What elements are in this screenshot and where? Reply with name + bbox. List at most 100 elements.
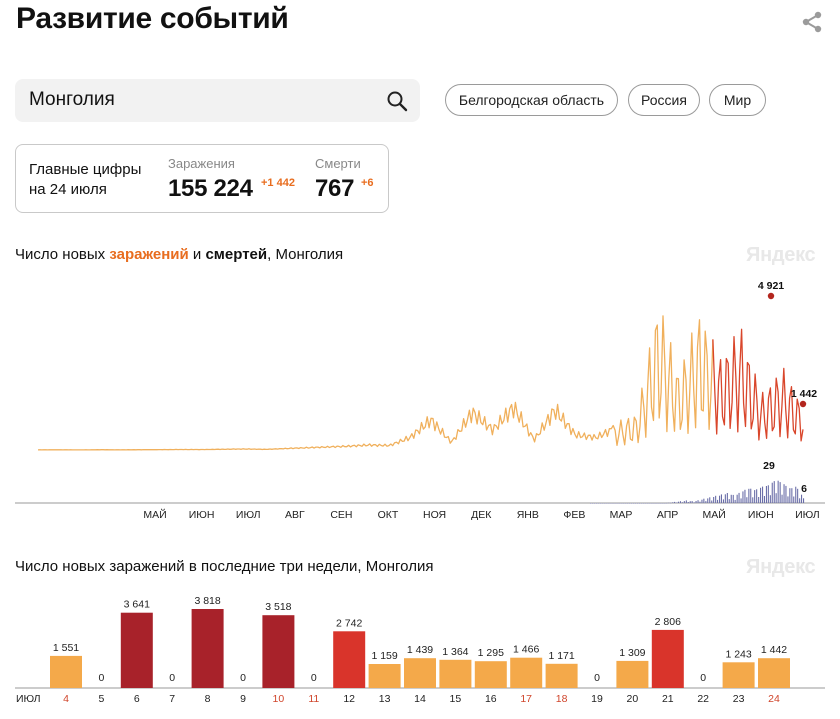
deaths-label: Смерти (315, 156, 361, 171)
death-bar (640, 503, 642, 504)
peak-infections-label: 4 921 (758, 280, 784, 292)
bar-value-label: 0 (169, 672, 175, 684)
main-figures-card: Главные цифры на 24 июля Заражения 155 2… (15, 144, 389, 213)
bar-value-label: 0 (700, 672, 706, 684)
death-bar (699, 501, 701, 503)
death-bar (607, 503, 609, 504)
death-bar (670, 502, 672, 504)
month-tick-label: НОЯ (423, 509, 446, 521)
death-bar (611, 503, 613, 504)
chart1-title: Число новых заражений и смертей, Монголи… (15, 246, 343, 263)
region-chip-russia[interactable]: Россия (628, 84, 700, 116)
day-tick-label: 15 (450, 693, 462, 705)
death-bar (736, 494, 738, 503)
death-bar (793, 496, 795, 503)
day-tick-label: 16 (485, 693, 497, 705)
main-figures-date: на 24 июля (29, 181, 107, 198)
bar (722, 662, 755, 688)
bar-value-label: 0 (311, 672, 317, 684)
death-bar (732, 494, 734, 503)
bar-value-label: 1 364 (442, 646, 468, 658)
death-bar (722, 499, 724, 503)
day-tick-label: 19 (591, 693, 603, 705)
death-bar (599, 503, 601, 504)
death-bar (634, 503, 636, 504)
bar (474, 661, 507, 688)
region-chip-world[interactable]: Мир (709, 84, 766, 116)
death-bar (636, 503, 638, 504)
day-tick-label: 7 (169, 693, 175, 705)
death-bar (656, 503, 658, 504)
month-tick-label: ДЕК (471, 509, 492, 521)
death-bar (664, 503, 666, 504)
search-input[interactable]: Монголия (15, 79, 420, 122)
death-bar (662, 503, 664, 504)
death-bar (658, 503, 660, 504)
death-bar (773, 481, 775, 503)
day-tick-label: 9 (240, 693, 246, 705)
death-bar (762, 486, 764, 503)
death-bar (738, 492, 740, 503)
death-bar (752, 497, 754, 503)
share-icon[interactable] (800, 10, 824, 34)
bar (368, 664, 401, 688)
month-tick-label: ИЮН (189, 509, 215, 521)
chart2-title: Число новых заражений в последние три не… (15, 558, 434, 575)
day-tick-label: 12 (343, 693, 355, 705)
death-bar (601, 503, 603, 504)
month-tick-label: МАЙ (703, 508, 726, 521)
bar-value-label: 0 (240, 672, 246, 684)
region-chip-belgorod[interactable]: Белгородская область (445, 84, 618, 116)
month-tick-label: СЕН (330, 509, 352, 521)
bar (758, 658, 790, 688)
bar (439, 659, 472, 688)
death-bar (799, 498, 801, 503)
death-bar (797, 488, 799, 503)
month-tick-label: ИЮН (748, 509, 774, 521)
death-bar (707, 498, 709, 503)
death-bar (609, 503, 611, 504)
death-bar (619, 503, 621, 504)
deaths-total: 767 (315, 175, 355, 202)
chart1-title-middle: и (188, 246, 206, 263)
death-bar (711, 500, 713, 503)
death-bar (783, 484, 785, 503)
search-icon[interactable] (386, 90, 408, 112)
chart2-watermark: Яндекс (746, 556, 816, 578)
bar-value-label: 1 171 (548, 650, 574, 662)
death-bar (648, 503, 650, 504)
death-bar (697, 500, 699, 503)
death-bar (703, 498, 705, 503)
bar-value-label: 3 641 (124, 599, 150, 611)
infections-line-peak (712, 328, 804, 442)
chart1-title-deaths: смертей (205, 246, 268, 263)
death-bar (728, 499, 730, 503)
death-bar (668, 502, 670, 504)
death-bar (672, 502, 674, 503)
bar (262, 615, 295, 688)
death-bar (771, 482, 773, 503)
bar (545, 663, 578, 688)
death-bar (709, 497, 711, 503)
death-bar (629, 503, 631, 504)
death-bar (701, 499, 703, 503)
death-bar (638, 503, 640, 504)
death-bar (646, 503, 648, 504)
month-tick-label: АВГ (285, 509, 305, 521)
death-bar (605, 503, 607, 504)
day-tick-label: 21 (662, 693, 674, 705)
chart1-title-start: Число новых (15, 246, 110, 263)
death-bar (679, 501, 681, 503)
bar-value-label: 1 309 (619, 647, 645, 659)
death-bar (627, 503, 629, 504)
page-title: Развитие событий (16, 2, 289, 35)
day-tick-label: 10 (273, 693, 285, 705)
death-bar (724, 494, 726, 503)
death-bar (767, 485, 769, 503)
death-bar (691, 501, 693, 503)
death-bar (742, 491, 744, 503)
death-bar (597, 503, 599, 504)
death-bar (713, 497, 715, 503)
bar-value-label: 1 551 (53, 642, 79, 654)
death-bar (705, 501, 707, 503)
